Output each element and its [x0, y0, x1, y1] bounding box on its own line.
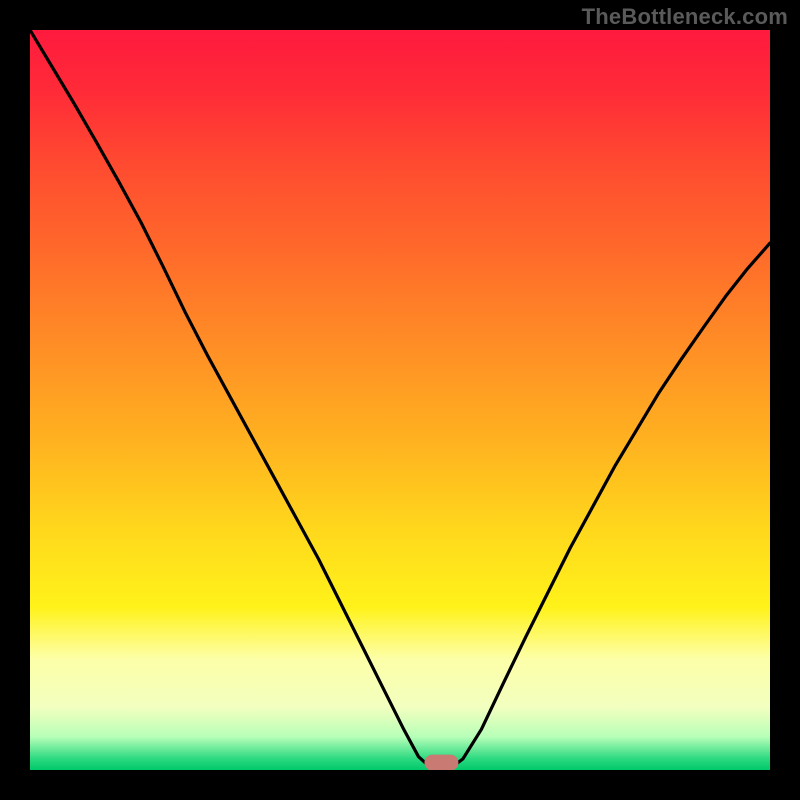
- gradient-background: [30, 30, 770, 770]
- bottleneck-chart: [0, 0, 800, 800]
- chart-stage: TheBottleneck.com: [0, 0, 800, 800]
- watermark-text: TheBottleneck.com: [582, 4, 788, 30]
- plot-area: [30, 30, 770, 771]
- min-marker: [424, 755, 458, 771]
